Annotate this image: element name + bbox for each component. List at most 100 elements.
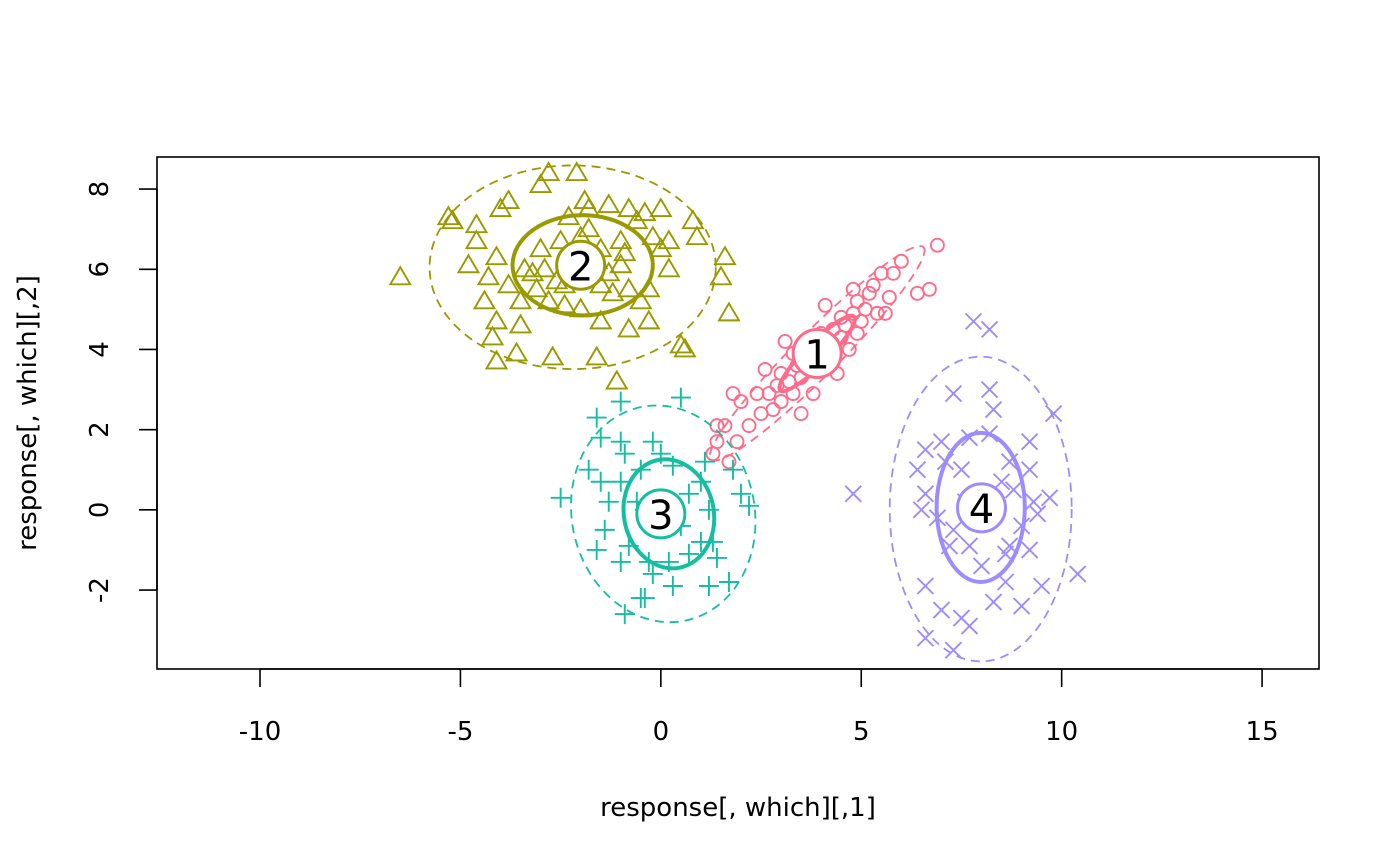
cross-point [932,601,951,619]
plus-point [698,576,719,597]
plus-point [670,387,691,408]
plus-point [594,519,615,540]
triangle-point [685,225,709,246]
triangle-point [605,369,629,390]
triangle-point [496,273,521,294]
triangle-point [613,241,637,262]
cross-point [972,557,991,575]
triangle-point [484,245,509,266]
cross-point [960,617,979,635]
triangle-point [484,349,509,370]
cluster-label-badge [635,488,687,540]
cross-point [1069,565,1087,583]
triangle-point [464,213,489,234]
plus-point [610,551,631,572]
triangle-point [536,161,561,181]
y-tick-label: 4 [85,341,115,358]
triangle-point [528,173,553,194]
plus-point [642,563,663,584]
cross-point [1044,404,1063,423]
triangle-point [657,229,681,250]
cross-point [916,629,935,647]
plus-point [722,459,743,480]
circle-point [853,313,869,329]
triangle-point [673,337,697,358]
circle-point [841,342,857,357]
cross-point [984,593,1003,611]
triangle-point [601,281,625,302]
plus-point [642,431,663,452]
plus-point [586,539,607,560]
cross-point [980,380,999,399]
plus-point [550,487,571,508]
triangle-point [649,197,673,218]
y-tick-label: 8 [85,181,115,198]
circle-point [749,386,765,402]
cluster-label-badge [555,239,607,291]
cluster-label-badge [791,327,843,379]
triangle-point [617,317,641,338]
x-tick-label: -5 [447,717,473,747]
cross-point [844,485,862,503]
triangle-point [464,229,489,250]
circle-point [761,386,777,402]
triangle-point [496,189,521,210]
cluster-3-outer-ellipse [570,404,757,624]
cross-point [1020,432,1039,451]
cross-point [1028,505,1047,523]
cross-point [980,320,999,339]
cluster-label: 1 [804,332,829,378]
x-tick-label: 15 [1246,717,1279,747]
circle-point [773,394,789,410]
cross-point [1040,489,1059,507]
cross-point [944,384,963,403]
triangle-point [512,257,537,278]
triangle-point [633,201,657,222]
circle-point [857,301,873,317]
circle-point [741,418,757,434]
cluster-label: 3 [648,493,673,539]
plus-point [718,571,739,592]
cross-point [1024,493,1043,511]
plus-point [731,483,752,504]
triangle-point [456,253,481,274]
triangle-point [597,193,621,214]
triangle-point [717,301,741,322]
cluster-3-inner-ellipse [621,457,717,571]
cross-point [944,641,963,659]
circle-point [705,446,721,462]
triangle-point [524,277,549,298]
triangle-point [440,209,465,230]
plus-point [598,491,619,512]
cross-point [916,577,935,595]
cluster-label: 2 [568,244,593,290]
x-tick-label: 0 [653,717,670,747]
circle-point [849,293,865,309]
triangle-point [508,289,533,310]
circle-point [733,394,749,410]
y-tick-label: 2 [85,421,115,438]
triangle-point [532,257,557,278]
circle-point [777,333,793,349]
triangle-point [585,345,609,366]
triangle-point [641,225,665,246]
plus-point [678,543,699,564]
circle-point [865,277,881,293]
triangle-point [669,333,693,354]
cluster-4-outer-ellipse [888,355,1073,663]
x-tick-label: 10 [1045,717,1078,747]
plus-point [630,588,651,609]
triangle-point [713,245,737,266]
cross-point [952,461,971,479]
circle-point [717,418,733,434]
triangle-point [480,325,505,346]
cross-point [964,312,983,331]
triangle-point [508,313,533,334]
y-axis-title: response[, which][,2] [13,275,43,551]
cross-point [916,485,935,503]
circle-point [753,406,769,422]
plus-point [614,443,635,464]
cross-point [960,537,979,555]
triangle-point [609,253,633,274]
circle-point [885,265,901,281]
